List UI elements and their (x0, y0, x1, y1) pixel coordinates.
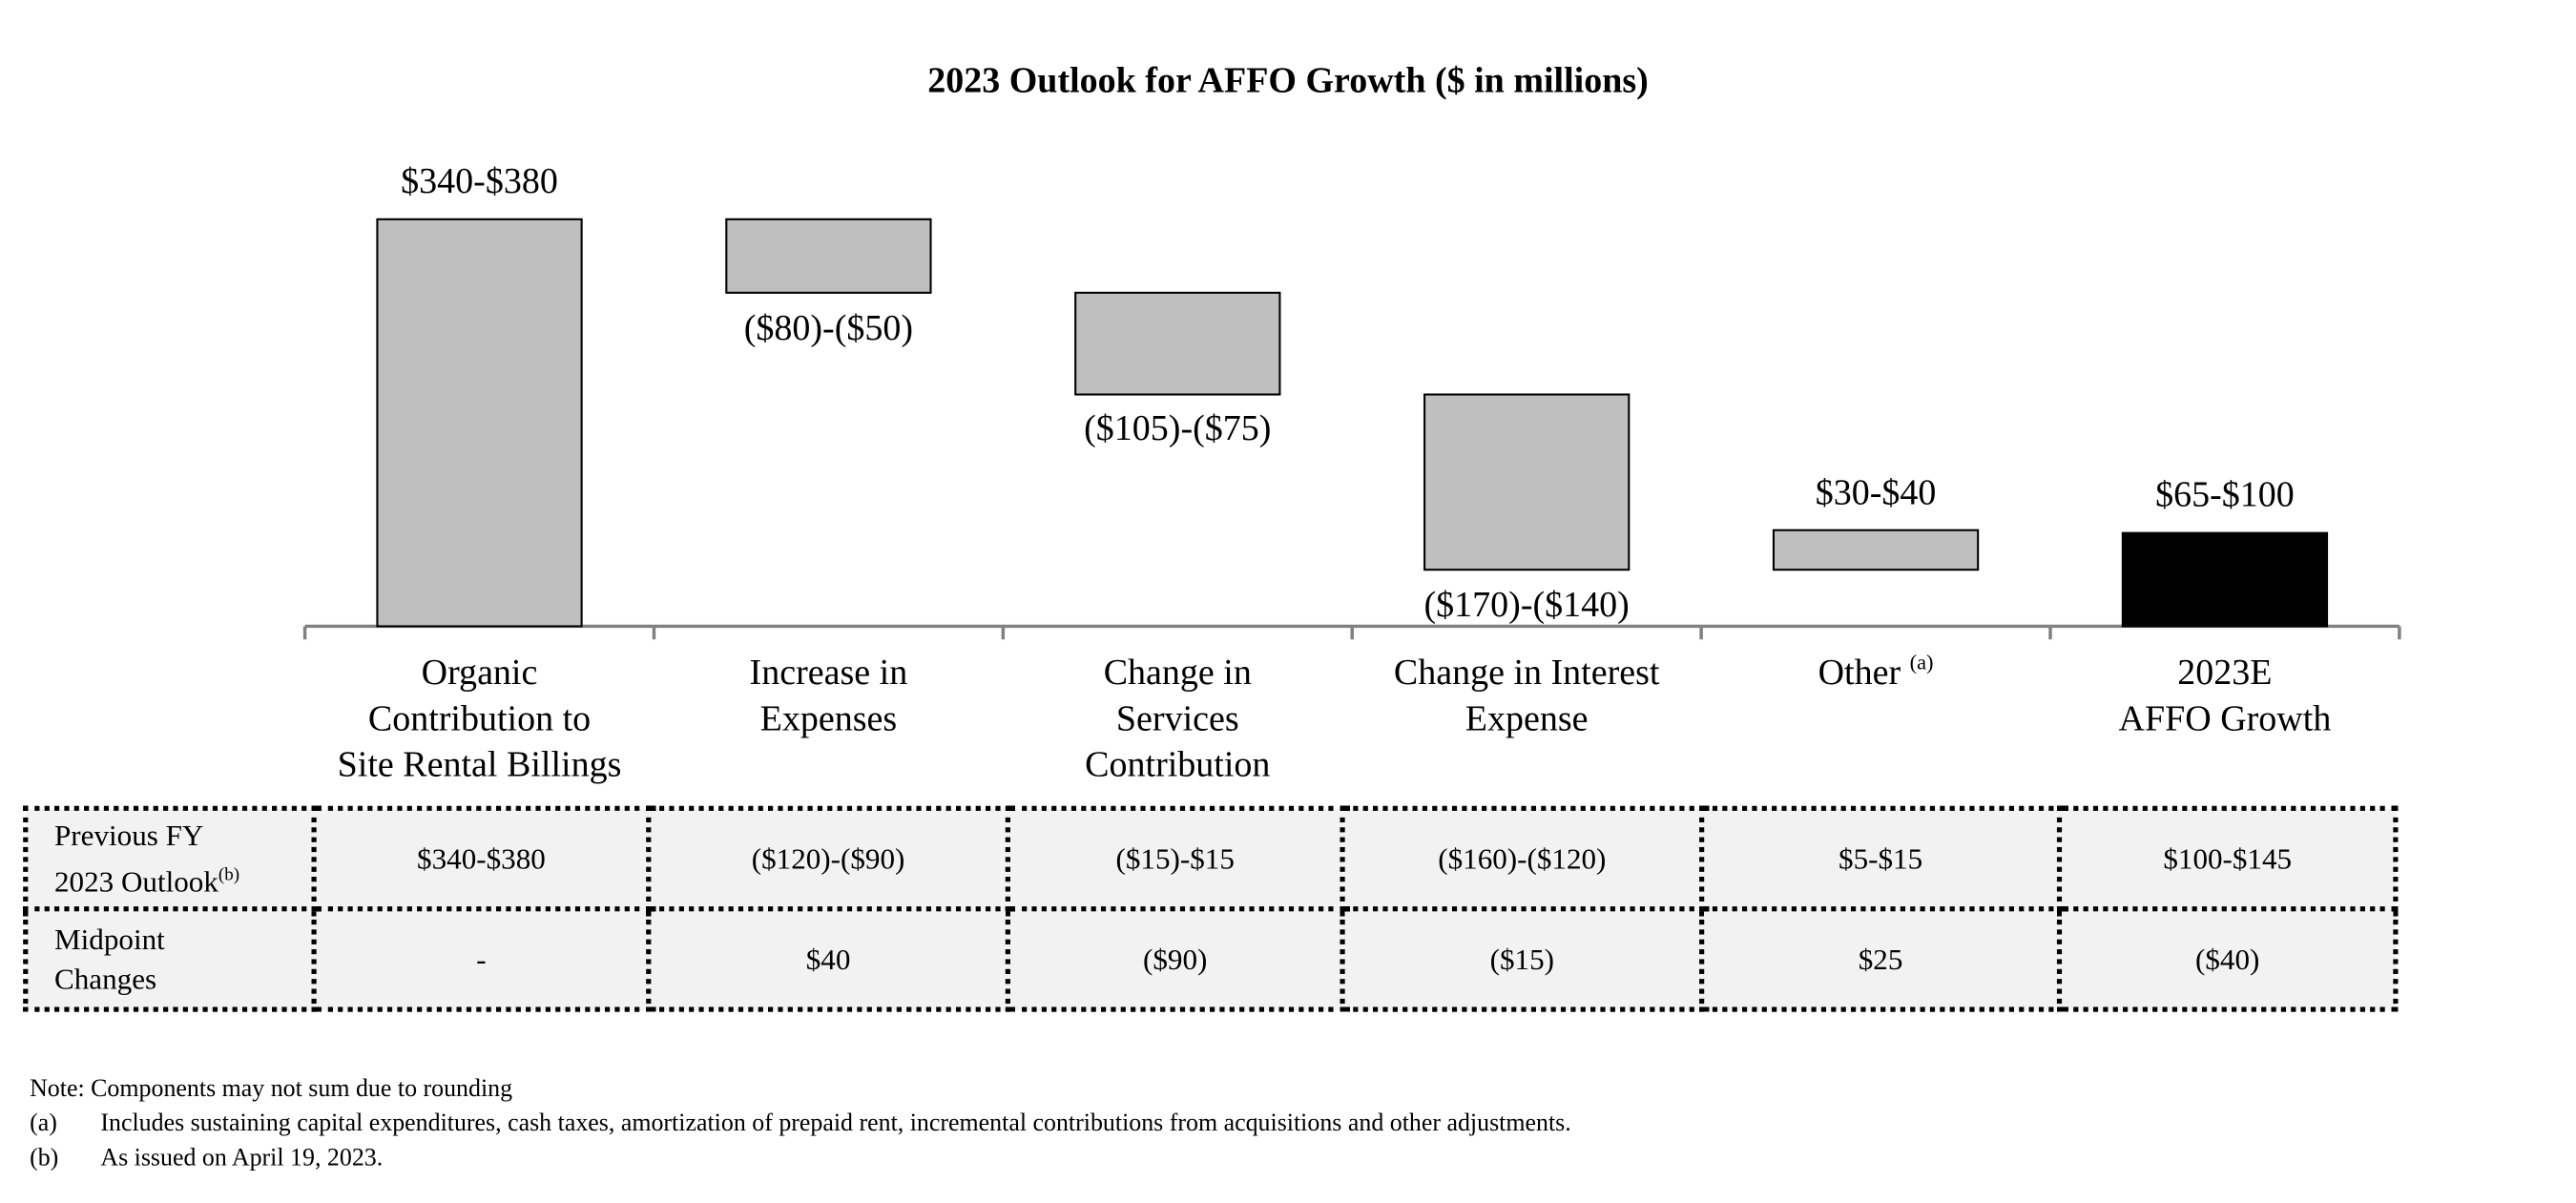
category-label: Change in Interest Expense (1352, 650, 1701, 742)
category-text: Expenses (759, 696, 898, 738)
chart-title: 2023 Outlook for AFFO Growth ($ in milli… (927, 59, 1649, 101)
row-header-text: Changes (54, 962, 157, 996)
category-label-line: Change in Interest (1352, 650, 1701, 695)
category-label: Change in Services Contribution (1003, 650, 1352, 788)
category-label-line: Other (a) (1701, 650, 2050, 695)
category-text: AFFO Growth (2118, 696, 2332, 738)
category-text: Organic (421, 651, 538, 693)
category-label-line: Contribution (1003, 741, 1352, 787)
row-header: Midpoint Changes (23, 906, 317, 1012)
category-text: Services (1115, 696, 1239, 738)
bar (376, 218, 583, 628)
footnote-b: (b) As issued on April 19, 2023. (30, 1142, 383, 1176)
table-cell: $5-$15 (1699, 805, 2063, 912)
category-text: Site Rental Billings (337, 743, 622, 785)
bar (1074, 291, 1281, 396)
data-label: ($80)-($50) (743, 305, 914, 347)
footnote-marker: (b) (218, 864, 240, 885)
table-row: Previous FY 2023 Outlook(b) $340-$380 ($120… (23, 805, 2399, 912)
row-header: Previous FY 2023 Outlook(b) (23, 805, 317, 912)
category-label: Organic Contribution to Site Rental Billin… (304, 650, 654, 788)
row-header-text: 2023 Outlook (54, 864, 218, 899)
category-label-line: 2023E (2050, 650, 2399, 695)
table-cell: - (311, 906, 652, 1012)
table-cell: $100-$145 (2056, 805, 2399, 912)
category-label-line: Contribution to (304, 695, 654, 741)
row-header-text: Previous FY (54, 819, 204, 853)
category-label-line: Organic (304, 650, 654, 695)
category-text: Other (1818, 651, 1901, 693)
table-cell: $25 (1699, 906, 2063, 1012)
footnote-a: (a) Includes sustaining capital expenditu… (30, 1108, 1571, 1142)
category-label-line: Change in (1003, 650, 1352, 695)
table-cell: $340-$380 (311, 805, 652, 912)
waterfall-plot (302, 218, 2401, 640)
category-text: Contribution to (367, 696, 592, 738)
bar (1423, 393, 1631, 571)
category-label: Other (a) (1701, 650, 2050, 695)
footnote-text: As issued on April 19, 2023. (100, 1145, 384, 1172)
category-label-line: Increase in (654, 650, 1003, 695)
footnote-marker: (a) (1909, 649, 1934, 674)
category-label-line: Services (1003, 695, 1352, 741)
table-cell: ($120)-($90) (646, 805, 1010, 912)
data-label: $30-$40 (1815, 470, 1937, 512)
table-row: Midpoint Changes - $40 ($90) ($15) $25 ($40) (23, 906, 2399, 1012)
outlook-table: Previous FY 2023 Outlook(b) $340-$380 ($120… (23, 805, 2399, 1012)
table-cell: ($15) (1340, 906, 1705, 1012)
footnote-marker: (b) (30, 1145, 59, 1172)
category-label-line: AFFO Growth (2050, 695, 2399, 741)
category-text: Contribution (1085, 743, 1271, 785)
category-text: Change in (1103, 651, 1252, 693)
data-label: ($105)-($75) (1084, 407, 1272, 449)
row-header-text: Midpoint (54, 923, 165, 956)
table-cell: $40 (646, 906, 1010, 1012)
bar (2121, 531, 2329, 628)
category-label: Increase in Expenses (654, 650, 1003, 742)
table-cell: ($90) (1005, 906, 1345, 1012)
footnote-text: Includes sustaining capital expenditures… (100, 1110, 1571, 1137)
bar (725, 218, 932, 294)
category-text: Expense (1465, 696, 1589, 738)
category-text: Change in Interest (1393, 651, 1660, 693)
category-label-line: Expenses (654, 695, 1003, 741)
category-label: 2023E AFFO Growth (2050, 650, 2399, 742)
bar (1772, 529, 1980, 571)
category-text: Increase in (749, 651, 908, 693)
table-cell: ($15)-$15 (1005, 805, 1345, 912)
data-label: $340-$380 (401, 159, 558, 201)
category-label-line: Expense (1352, 695, 1701, 741)
category-label-line: Site Rental Billings (304, 741, 654, 787)
data-label: ($170)-($140) (1423, 582, 1630, 625)
table-cell: ($40) (2056, 906, 2399, 1012)
table-cell: ($160)-($120) (1340, 805, 1705, 912)
footnote-marker: (a) (30, 1110, 57, 1137)
data-label: $65-$100 (2155, 473, 2295, 515)
category-text: 2023E (2177, 651, 2273, 693)
note-text: Note: Components may not sum due to roun… (30, 1076, 513, 1103)
